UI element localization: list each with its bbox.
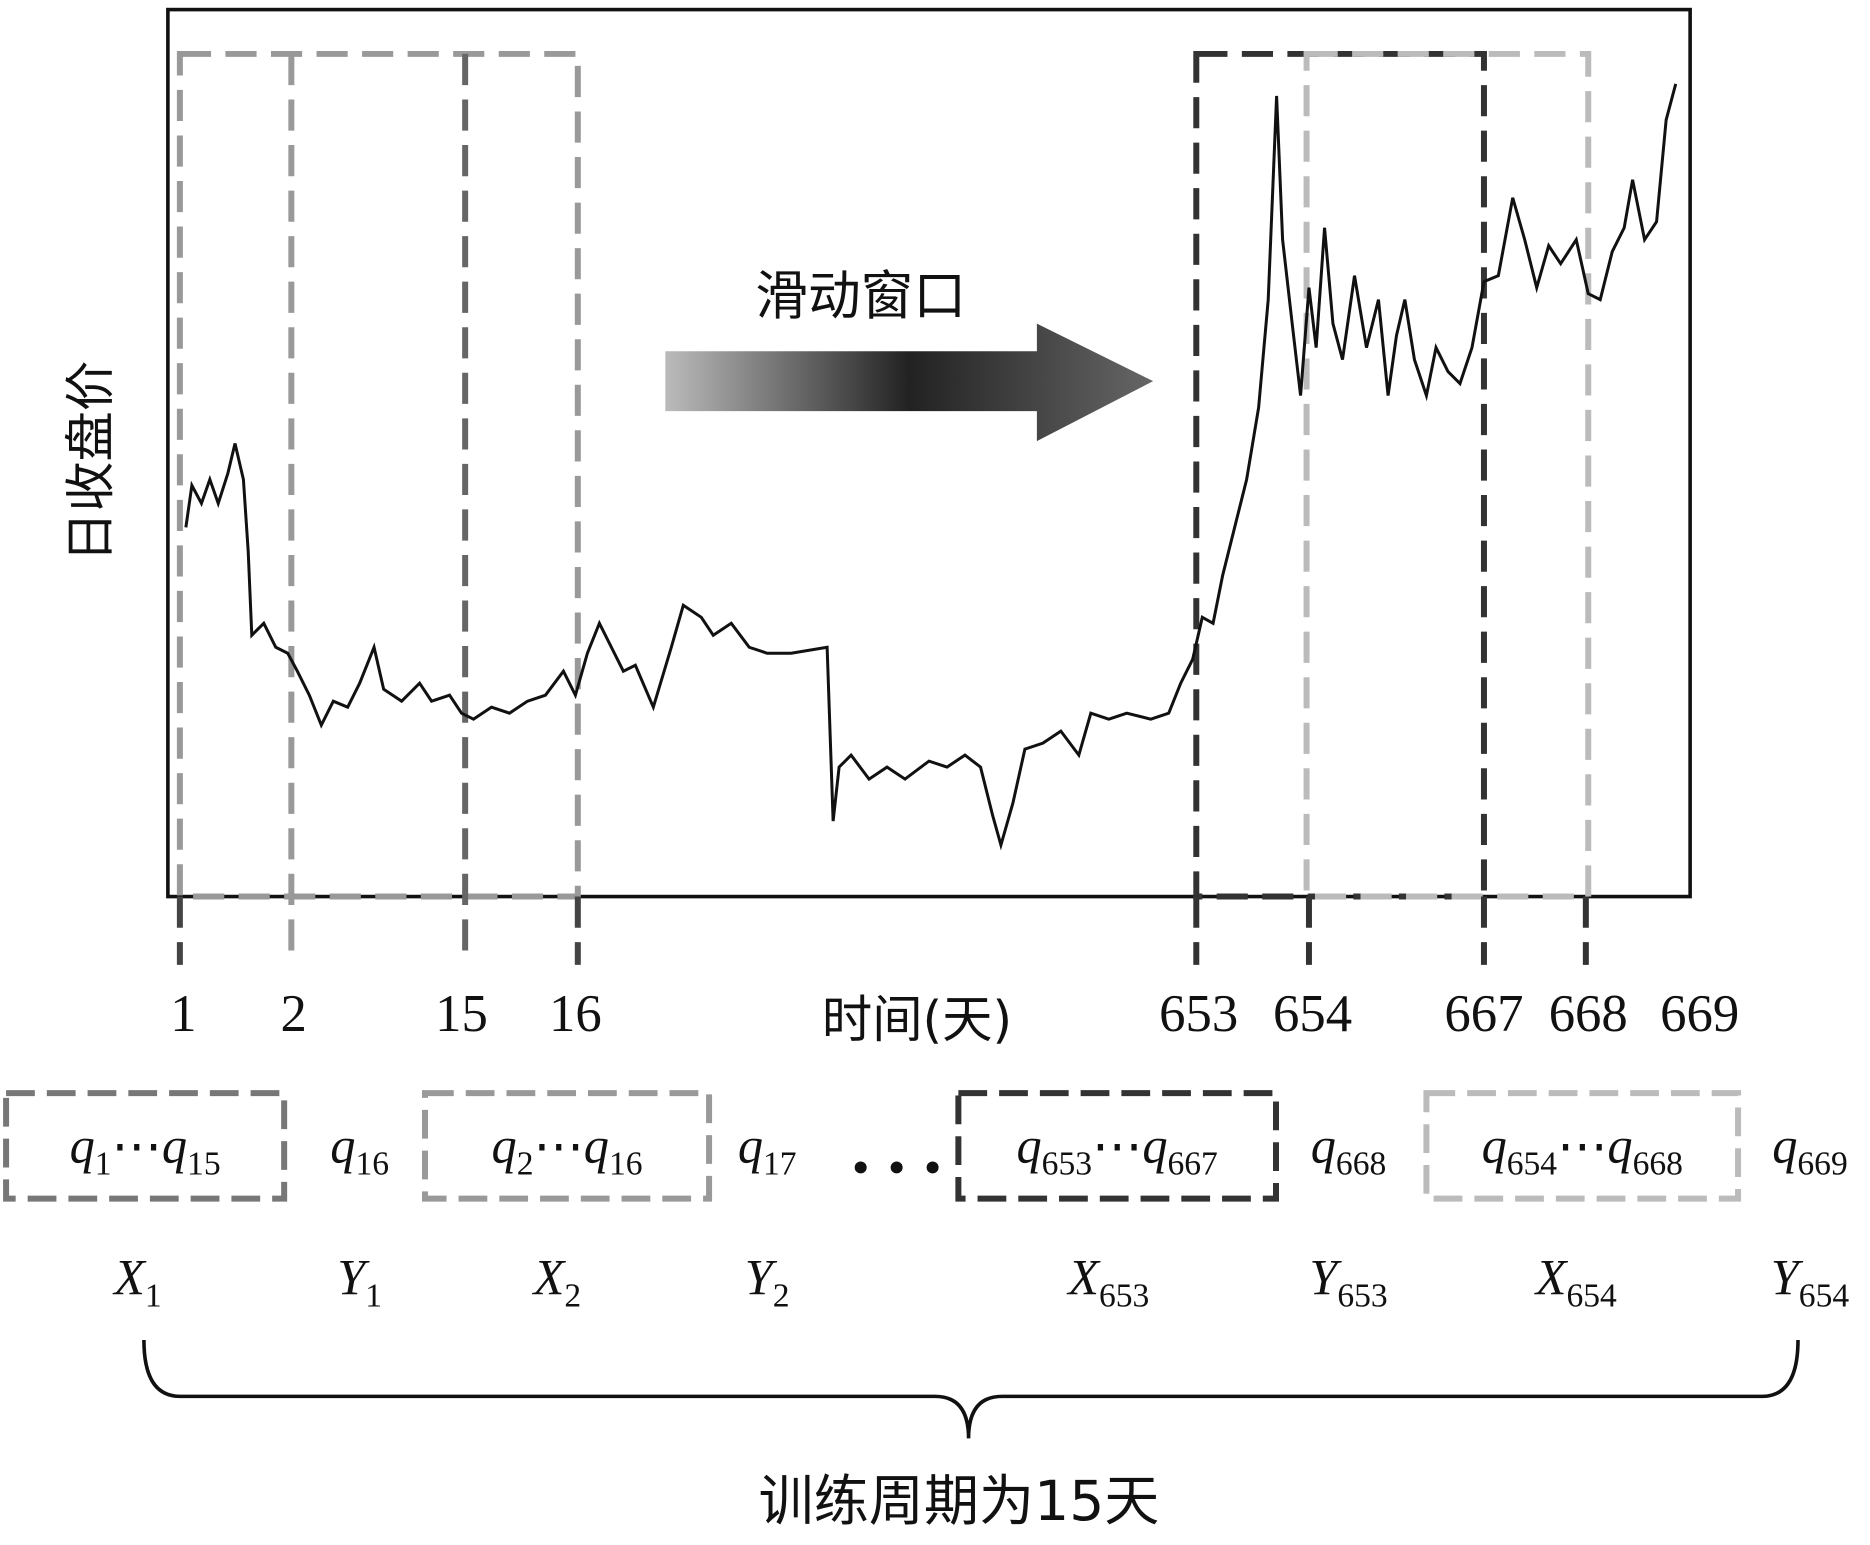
input-box — [1423, 1090, 1742, 1202]
input-seq-part: 1 — [95, 1146, 112, 1183]
tick-label: 653 — [1159, 985, 1238, 1043]
x-label-part: 654 — [1566, 1277, 1617, 1314]
input-seq: q654⋯q668 — [1482, 1118, 1683, 1183]
tick-label: 667 — [1444, 985, 1523, 1043]
input-seq-part: ⋯ — [112, 1118, 162, 1174]
tick-label: 668 — [1549, 985, 1628, 1043]
x-label: X1 — [112, 1249, 162, 1314]
x-label: X653 — [1066, 1249, 1149, 1314]
output-val-part: q — [738, 1118, 763, 1174]
tick-label: 16 — [549, 985, 602, 1043]
tick-label: 15 — [435, 985, 488, 1043]
output-val: q16 — [330, 1118, 389, 1183]
slide-arrow — [665, 323, 1154, 442]
input-seq-part: q — [584, 1118, 609, 1174]
input-seq-part: q — [162, 1118, 187, 1174]
x-label: X2 — [532, 1249, 582, 1314]
y-label: Y1 — [337, 1249, 382, 1314]
price-line — [184, 83, 1678, 851]
output-val-part: 17 — [763, 1146, 797, 1183]
y-label: Y653 — [1309, 1249, 1387, 1314]
tick-label: 1 — [170, 985, 196, 1043]
input-seq: q1⋯q15 — [70, 1118, 221, 1183]
window-boxes — [176, 50, 1592, 965]
input-seq-part: 653 — [1042, 1146, 1092, 1183]
input-seq-part: ⋯ — [533, 1118, 583, 1174]
output-val: q668 — [1311, 1118, 1387, 1183]
output-val-part: 669 — [1797, 1146, 1847, 1183]
y-label: Y2 — [745, 1249, 790, 1314]
x-label-part: 1 — [145, 1277, 162, 1314]
input-seq: q653⋯q667 — [1017, 1118, 1218, 1183]
brace — [142, 1340, 1800, 1439]
output-val: q669 — [1772, 1118, 1848, 1183]
y-label-part: Y — [1309, 1249, 1342, 1305]
output-val-part: 16 — [355, 1146, 389, 1183]
input-seq-part: 667 — [1168, 1146, 1218, 1183]
input-seq-part: 16 — [609, 1146, 643, 1183]
plot-frame — [166, 7, 1692, 899]
input-seq-part: 15 — [187, 1146, 221, 1183]
output-val-part: q — [1311, 1118, 1336, 1174]
arrow-label: 滑动窗口 — [755, 266, 966, 327]
input-seq-part: q — [1607, 1118, 1632, 1174]
tick-label: 669 — [1660, 985, 1739, 1043]
y-label-part: Y — [745, 1249, 778, 1305]
x-label-part: 653 — [1099, 1277, 1149, 1314]
y-label-part: 2 — [773, 1277, 790, 1314]
input-seq-part: 2 — [517, 1146, 534, 1183]
y-axis-label: 日收盘价 — [61, 361, 120, 562]
x-label-part: 2 — [564, 1277, 581, 1314]
y-label-part: Y — [337, 1249, 370, 1305]
input-seq-part: q — [492, 1118, 517, 1174]
input-seq-part: ⋯ — [1557, 1118, 1607, 1174]
input-seq: q2⋯q16 — [492, 1118, 643, 1183]
input-seq-part: q — [70, 1118, 95, 1174]
y-label-part: 653 — [1337, 1277, 1387, 1314]
input-seq-part: q — [1142, 1118, 1167, 1174]
input-seq-part: q — [1482, 1118, 1507, 1174]
input-box — [3, 1090, 288, 1202]
brace-label: 训练周期为15天 — [759, 1470, 1160, 1534]
tick-label: 2 — [281, 985, 307, 1043]
x-label-part: X — [112, 1249, 147, 1305]
y-label-part: 1 — [365, 1277, 382, 1314]
y-label: Y654 — [1771, 1249, 1850, 1314]
input-seq-part: q — [1017, 1118, 1042, 1174]
x-label-part: X — [1534, 1249, 1569, 1305]
x-axis-label: 时间(天) — [822, 990, 1012, 1049]
input-box — [955, 1090, 1279, 1202]
y-label-part: Y — [1771, 1249, 1804, 1305]
x-label-part: X — [1066, 1249, 1101, 1305]
tick-label: 654 — [1273, 985, 1352, 1043]
input-box — [421, 1090, 713, 1202]
input-seq-part: ⋯ — [1092, 1118, 1142, 1174]
output-val-part: q — [1772, 1118, 1797, 1174]
y-label-part: 654 — [1799, 1277, 1850, 1314]
output-val-part: 668 — [1336, 1146, 1386, 1183]
input-seq-part: 654 — [1507, 1146, 1558, 1183]
ellipsis-dots — [854, 1161, 939, 1174]
x-label: X654 — [1534, 1249, 1617, 1314]
output-val: q17 — [738, 1118, 797, 1183]
x-label-part: X — [532, 1249, 567, 1305]
input-seq-part: 668 — [1633, 1146, 1683, 1183]
output-val-part: q — [330, 1118, 355, 1174]
